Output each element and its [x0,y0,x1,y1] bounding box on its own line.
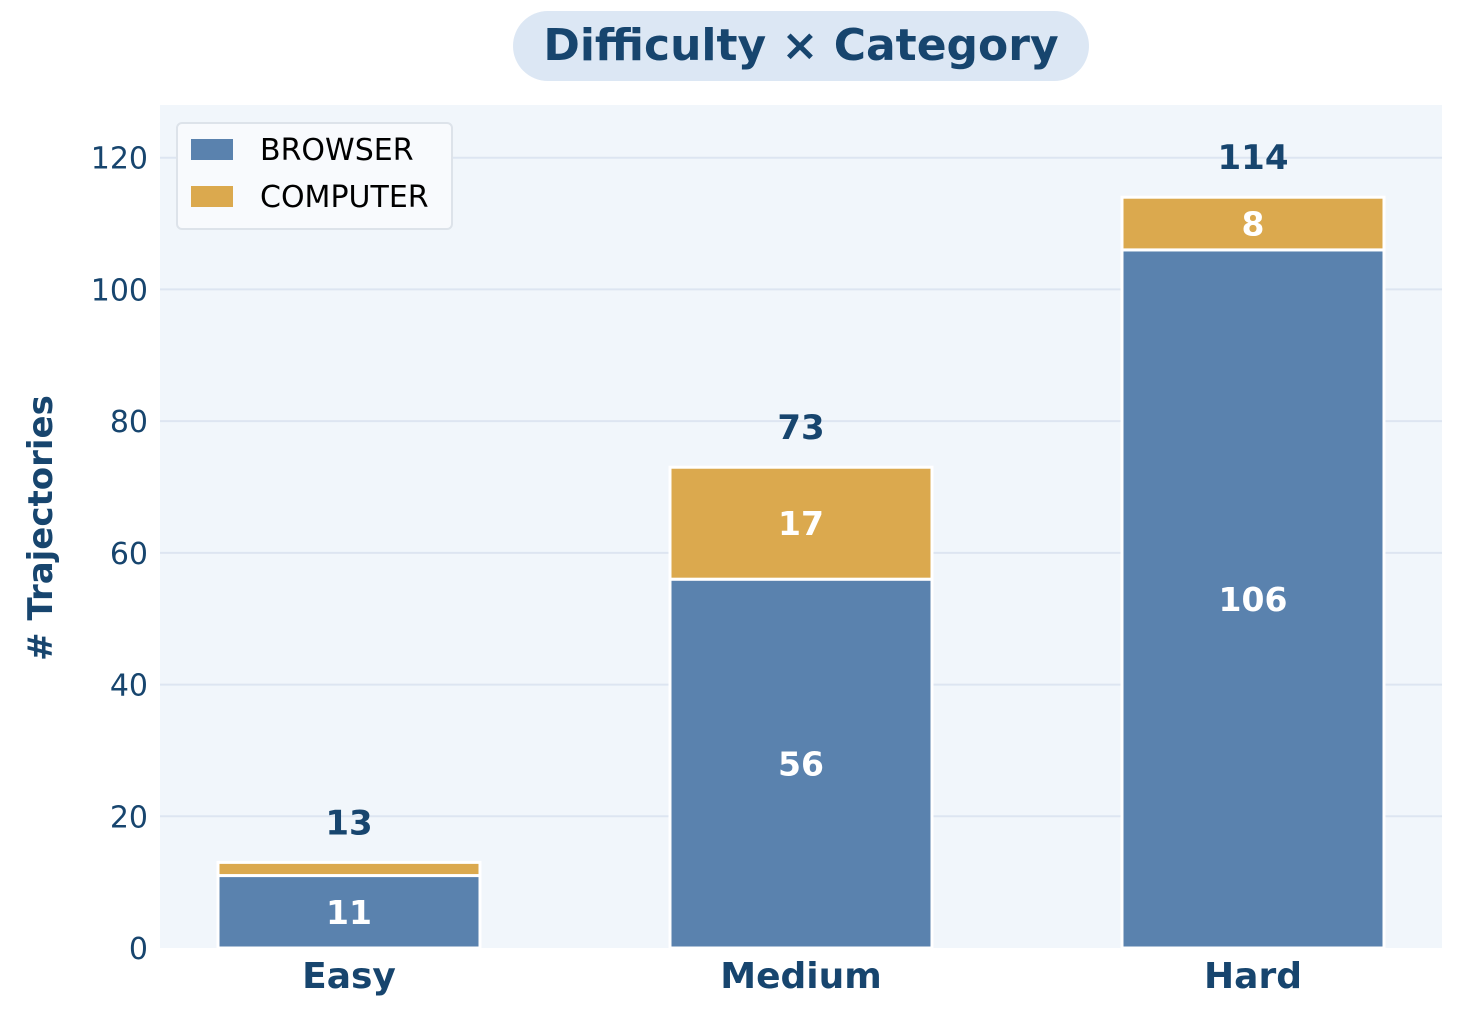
y-tick-label: 0 [129,932,148,967]
legend-swatch-computer [191,186,233,207]
y-tick-label: 100 [91,273,148,308]
x-axis-ticks: Easy Medium Hard [302,956,1302,997]
legend-label-browser: BROWSER [260,133,414,168]
total-value-label: 114 [1218,138,1289,178]
segment-value-label: 56 [778,745,824,784]
y-tick-label: 20 [110,800,148,835]
chart-title: Difficulty × Category [513,11,1089,81]
legend-box [176,122,453,230]
y-axis-ticks: 0 20 40 60 80 100 120 [91,142,148,967]
y-tick-label: 120 [91,142,148,177]
x-tick-label-hard: Hard [1204,956,1302,997]
chart-title-text: Difficulty × Category [543,20,1058,71]
total-value-label: 73 [777,408,824,448]
segment-value-label: 8 [1242,205,1265,244]
y-tick-label: 80 [110,405,148,440]
y-axis-label: # Trajectories [21,395,61,661]
chart-title-background [513,11,1089,81]
bars [216,195,1386,950]
legend-label-computer: COMPUTER [260,180,429,215]
x-tick-label-medium: Medium [720,956,882,997]
total-value-label: 13 [325,803,372,843]
y-tick-label: 60 [110,537,148,572]
x-tick-label-easy: Easy [302,956,396,997]
y-tick-label: 40 [110,669,148,704]
segment-value-label: 17 [778,504,824,543]
bar-labels: 11 13 56 17 73 106 8 114 [325,138,1288,932]
segment-value-label: 106 [1219,580,1288,619]
bar-computer-hard [1120,195,1386,252]
segment-value-label: 11 [326,893,372,932]
bar-computer-easy [216,860,482,878]
legend: BROWSER COMPUTER [176,122,453,230]
bar-computer-medium [668,465,934,581]
legend-swatch-browser [191,139,233,160]
bar-browser-easy [216,874,482,950]
